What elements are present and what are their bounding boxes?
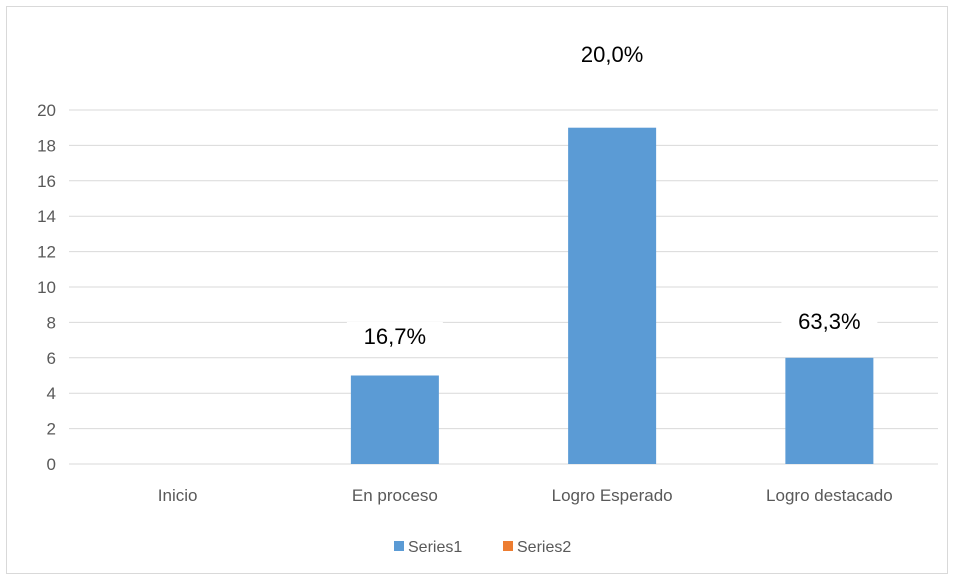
data-label: 63,3% [798,309,860,334]
y-axis-tick-labels: 0 2 4 6 8 10 12 14 16 18 20 [37,101,56,474]
data-label-background [781,307,878,337]
bar-en-proceso [350,375,439,464]
x-category-label: Logro destacado [766,486,893,505]
bar-logro-destacado [785,357,874,464]
y-tick-label: 10 [37,278,56,297]
data-label: 20,0% [581,42,643,67]
gridlines [69,109,938,465]
legend-label-series2: Series2 [517,539,571,556]
data-label: 16,7% [364,324,426,349]
y-tick-label: 0 [47,455,56,474]
y-tick-label: 14 [37,207,56,226]
y-tick-label: 12 [37,243,56,262]
y-tick-label: 4 [47,384,56,403]
data-label-background [564,40,661,70]
bar-logro-esperado [568,127,657,464]
y-tick-label: 18 [37,136,56,155]
data-labels: 16,7% 20,0% 63,3% [346,40,878,352]
chart-frame: 0 2 4 6 8 10 12 14 16 18 20 16,7% 20,0% 63,3% Inicio… [6,6,948,574]
y-tick-label: 8 [47,313,56,332]
y-tick-label: 6 [47,349,56,368]
legend: Series1 Series2 [394,539,571,556]
x-axis-category-labels: Inicio En proceso Logro Esperado Logro dest… [158,486,893,505]
legend-swatch-series1 [394,541,404,551]
x-category-label: Logro Esperado [552,486,673,505]
x-category-label: En proceso [352,486,438,505]
legend-swatch-series2 [503,541,513,551]
legend-label-series1: Series1 [408,539,462,556]
bar-chart: 0 2 4 6 8 10 12 14 16 18 20 16,7% 20,0% 63,3% Inicio… [37,40,938,556]
y-tick-label: 20 [37,101,56,120]
x-category-label: Inicio [158,486,198,505]
y-tick-label: 2 [47,420,56,439]
bars [350,127,874,464]
y-tick-label: 16 [37,172,56,191]
data-label-background [346,322,443,352]
